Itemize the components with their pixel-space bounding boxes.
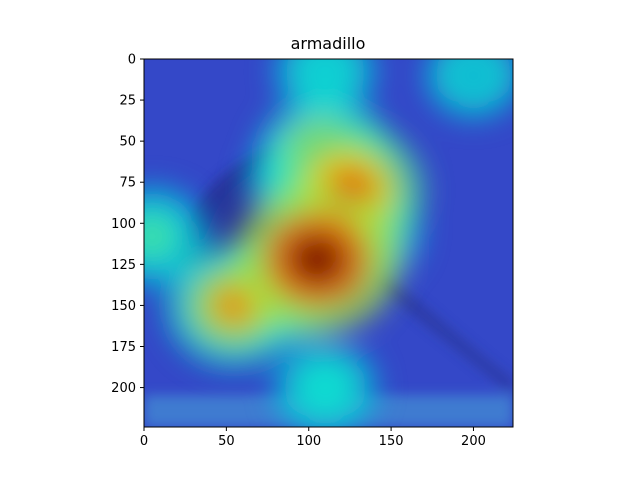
- hotspot-4-layer-2: [144, 219, 171, 253]
- y-tick-label: 25: [119, 94, 136, 109]
- x-tick-label: 200: [461, 434, 486, 449]
- hotspot-10-layer-2: [289, 234, 345, 285]
- x-tick-label: 0: [140, 434, 148, 449]
- y-axis-ticks: 0 25 50 75 100 125 150 175 200: [111, 53, 144, 396]
- y-tick-label: 50: [119, 135, 136, 150]
- x-tick-label: 50: [218, 434, 235, 449]
- heatmap-plot-area: [144, 59, 513, 427]
- y-tick-label: 150: [111, 299, 136, 314]
- hotspot-2-layer-2: [308, 372, 343, 404]
- axes-frame: [143, 58, 514, 428]
- y-tick-label: 125: [111, 258, 136, 273]
- y-tick-label: 100: [111, 217, 136, 232]
- x-tick-label: 150: [379, 434, 404, 449]
- y-tick-label: 75: [119, 176, 136, 191]
- heatmap-hotspots: [144, 59, 513, 427]
- hotspot-0-layer-2: [457, 61, 490, 90]
- dark-streak: [375, 270, 513, 395]
- hotspot-1-layer-2: [308, 59, 342, 88]
- y-tick-label: 200: [111, 381, 136, 396]
- x-axis-ticks: 0 50 100 150 200: [140, 427, 486, 449]
- chart-title: armadillo: [291, 34, 366, 53]
- y-tick-label: 175: [111, 340, 136, 355]
- y-tick-label: 0: [128, 53, 136, 68]
- x-tick-label: 100: [296, 434, 321, 449]
